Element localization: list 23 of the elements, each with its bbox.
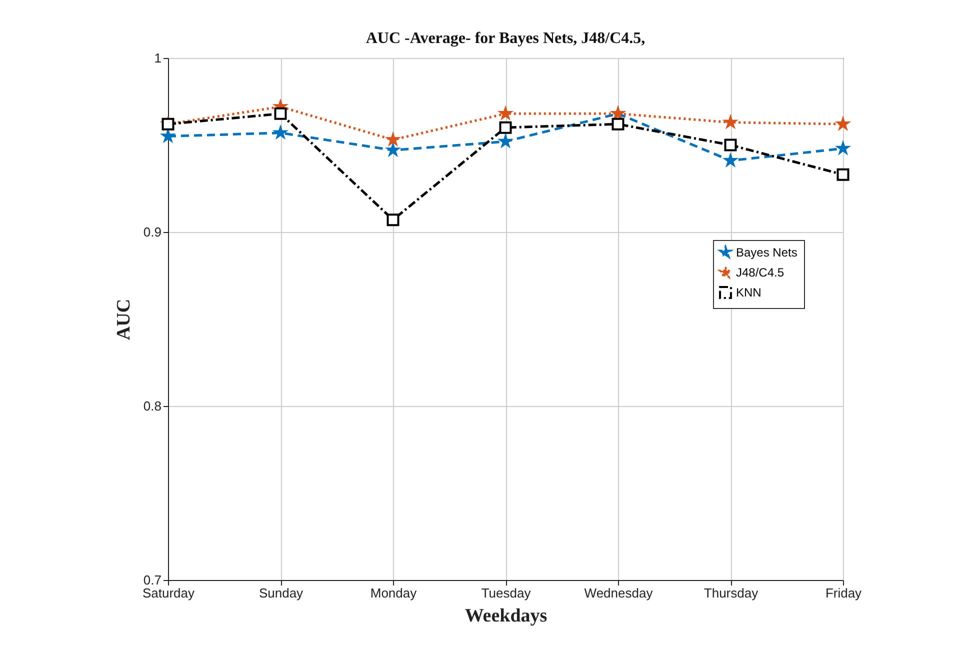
y-tick-label: 0.9 [143, 224, 162, 240]
x-tick-label: Sunday [258, 586, 304, 600]
x-tick-label: Monday [370, 586, 418, 600]
x-tick-label: Friday [825, 586, 862, 600]
x-axis-title: Weekdays [464, 606, 548, 626]
x-tick-label: Tuesday [481, 586, 532, 600]
x-tick-label: Saturday [142, 586, 196, 600]
point [612, 118, 624, 130]
point [386, 214, 400, 226]
y-axis-title: AUC [113, 298, 134, 340]
point [836, 168, 850, 181]
legend-label: J48/C4.5 [736, 266, 784, 280]
x-tick-label: Thursday [704, 586, 759, 600]
point [499, 121, 512, 134]
y-tick-label: 0.7 [143, 572, 162, 588]
x-tick-label: Wednesday [584, 586, 654, 600]
legend-label: KNN [736, 286, 762, 300]
chart-title: AUC -Average- for Bayes Nets, J48/C4.5, [366, 30, 646, 47]
y-tick-label: 0.8 [143, 398, 162, 414]
legend-label: Bayes Nets [736, 246, 798, 260]
y-tick-label: 1 [154, 50, 162, 66]
point [724, 138, 737, 152]
point [274, 107, 287, 120]
